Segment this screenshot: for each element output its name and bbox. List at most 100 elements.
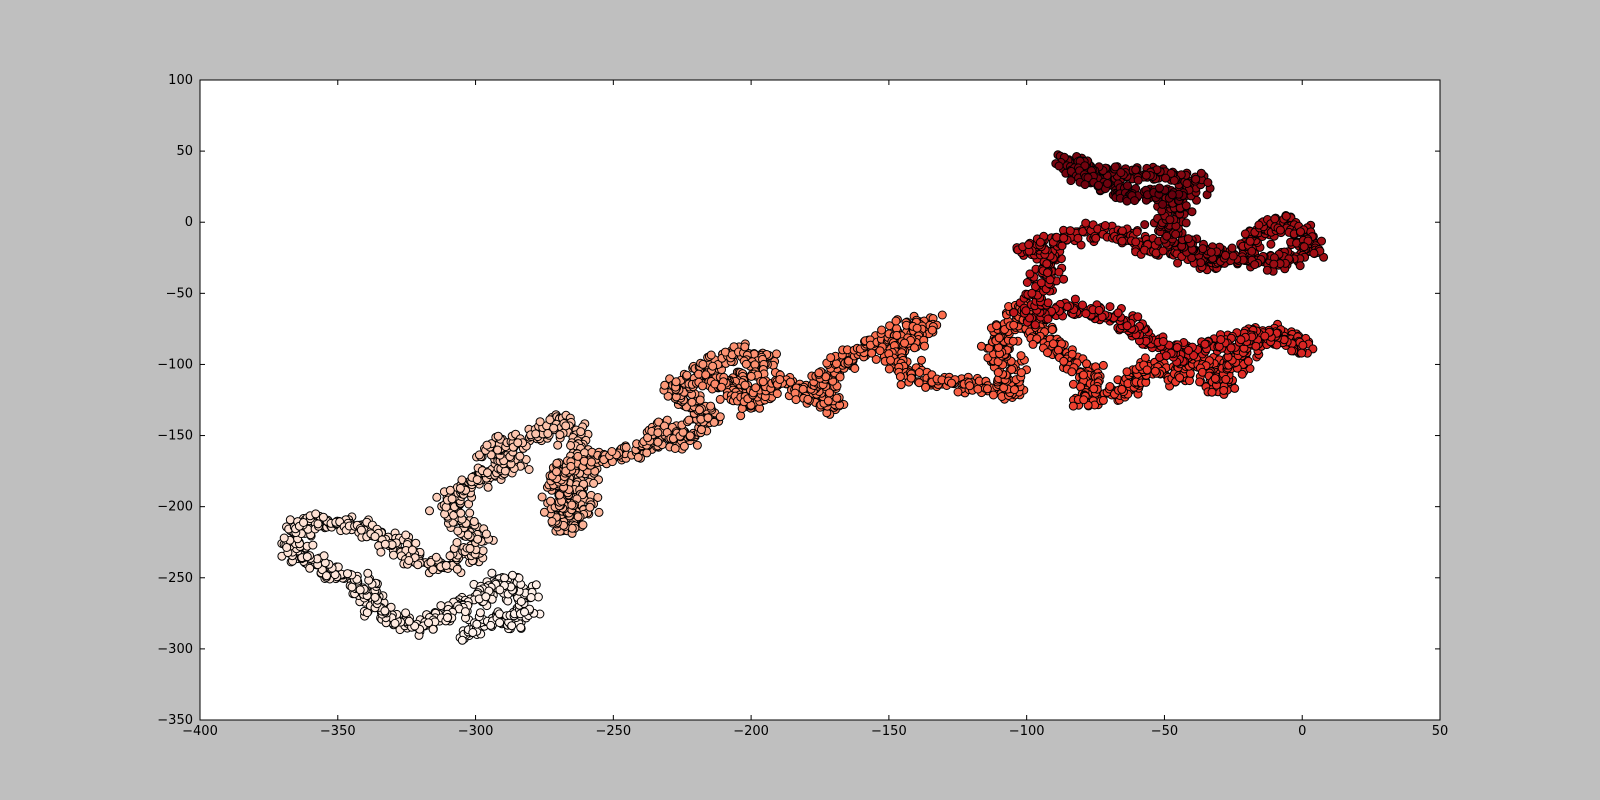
data-point — [432, 492, 442, 502]
data-point — [982, 384, 992, 394]
data-point — [441, 561, 451, 570]
data-point — [633, 452, 643, 462]
data-point — [404, 556, 414, 565]
data-point — [478, 546, 488, 556]
data-point — [495, 585, 505, 595]
data-point — [322, 571, 331, 581]
data-point — [917, 355, 926, 365]
data-point — [457, 635, 467, 645]
data-point — [684, 415, 694, 425]
data-point — [1155, 183, 1164, 193]
data-point — [567, 500, 577, 510]
x-tick-label: −350 — [320, 724, 356, 739]
data-point — [1027, 288, 1037, 298]
data-point — [850, 364, 860, 373]
y-tick-label: −300 — [157, 642, 193, 657]
data-point — [1081, 309, 1091, 319]
data-point — [1110, 162, 1120, 172]
y-tick-label: −100 — [157, 357, 193, 372]
x-tick-label: −100 — [1009, 724, 1045, 739]
data-point — [1123, 181, 1132, 191]
data-point — [452, 564, 462, 574]
data-point — [1219, 385, 1229, 395]
data-point — [553, 440, 563, 450]
data-point — [692, 440, 702, 450]
data-point — [1131, 165, 1141, 175]
data-point — [445, 485, 455, 495]
data-point — [539, 507, 549, 517]
data-point — [1254, 220, 1264, 230]
data-point — [772, 349, 781, 359]
data-point — [425, 506, 434, 516]
data-point — [1094, 180, 1103, 190]
data-point — [1007, 365, 1017, 374]
data-point — [891, 316, 901, 326]
data-point — [791, 395, 801, 405]
data-point — [481, 592, 491, 602]
data-point — [708, 361, 718, 371]
data-point — [1287, 346, 1297, 356]
data-point — [457, 475, 467, 485]
data-point — [953, 387, 963, 397]
data-point — [493, 445, 503, 455]
data-point — [526, 593, 536, 602]
data-point — [1298, 340, 1308, 350]
data-point — [814, 368, 824, 378]
data-point — [973, 384, 983, 394]
data-point — [1275, 225, 1285, 235]
data-point — [586, 457, 596, 467]
data-point — [285, 515, 295, 525]
data-point — [1081, 218, 1091, 228]
x-tick-label: 50 — [1432, 724, 1449, 739]
data-point — [1098, 395, 1108, 405]
data-point — [481, 529, 491, 539]
data-point — [589, 478, 599, 488]
data-point — [1200, 339, 1210, 349]
data-point — [835, 372, 845, 382]
data-point — [920, 341, 929, 351]
data-point — [706, 401, 716, 411]
data-point — [607, 447, 617, 456]
data-point — [299, 518, 308, 527]
data-point — [500, 573, 509, 583]
data-point — [826, 353, 836, 363]
data-point — [401, 530, 411, 540]
data-point — [1122, 367, 1132, 377]
data-point — [1024, 240, 1034, 250]
data-point — [1043, 348, 1052, 358]
data-point — [1070, 294, 1080, 304]
data-point — [474, 450, 484, 460]
data-point — [546, 496, 556, 506]
data-point — [697, 425, 706, 435]
data-point — [431, 552, 441, 562]
y-tick-label: −200 — [157, 500, 193, 515]
data-point — [1132, 227, 1142, 237]
y-tick-label: 0 — [185, 215, 193, 230]
data-point — [1245, 236, 1255, 246]
y-tick-label: −50 — [166, 286, 193, 301]
data-point — [1065, 226, 1075, 236]
data-point — [1054, 267, 1064, 277]
data-point — [642, 448, 652, 458]
data-point — [1117, 384, 1127, 394]
data-point — [823, 396, 833, 406]
data-point — [1030, 320, 1040, 330]
data-point — [1089, 384, 1099, 394]
data-point — [758, 377, 768, 387]
data-point — [1228, 251, 1238, 261]
data-point — [1309, 248, 1319, 258]
x-tick-label: −300 — [458, 724, 494, 739]
data-point — [670, 444, 680, 453]
data-point — [468, 628, 478, 637]
data-point — [318, 512, 328, 522]
data-point — [302, 552, 312, 562]
data-point — [1281, 211, 1291, 221]
data-point — [1270, 214, 1280, 224]
data-point — [1210, 374, 1220, 383]
data-point — [1016, 368, 1026, 378]
data-point — [884, 364, 894, 374]
x-axis-tick-labels: −400 −350 −300 −250 −200 −150 −100 −50 0 50 — [182, 724, 1448, 739]
data-point — [1299, 242, 1309, 252]
data-point — [687, 397, 697, 407]
data-point — [1082, 359, 1091, 369]
